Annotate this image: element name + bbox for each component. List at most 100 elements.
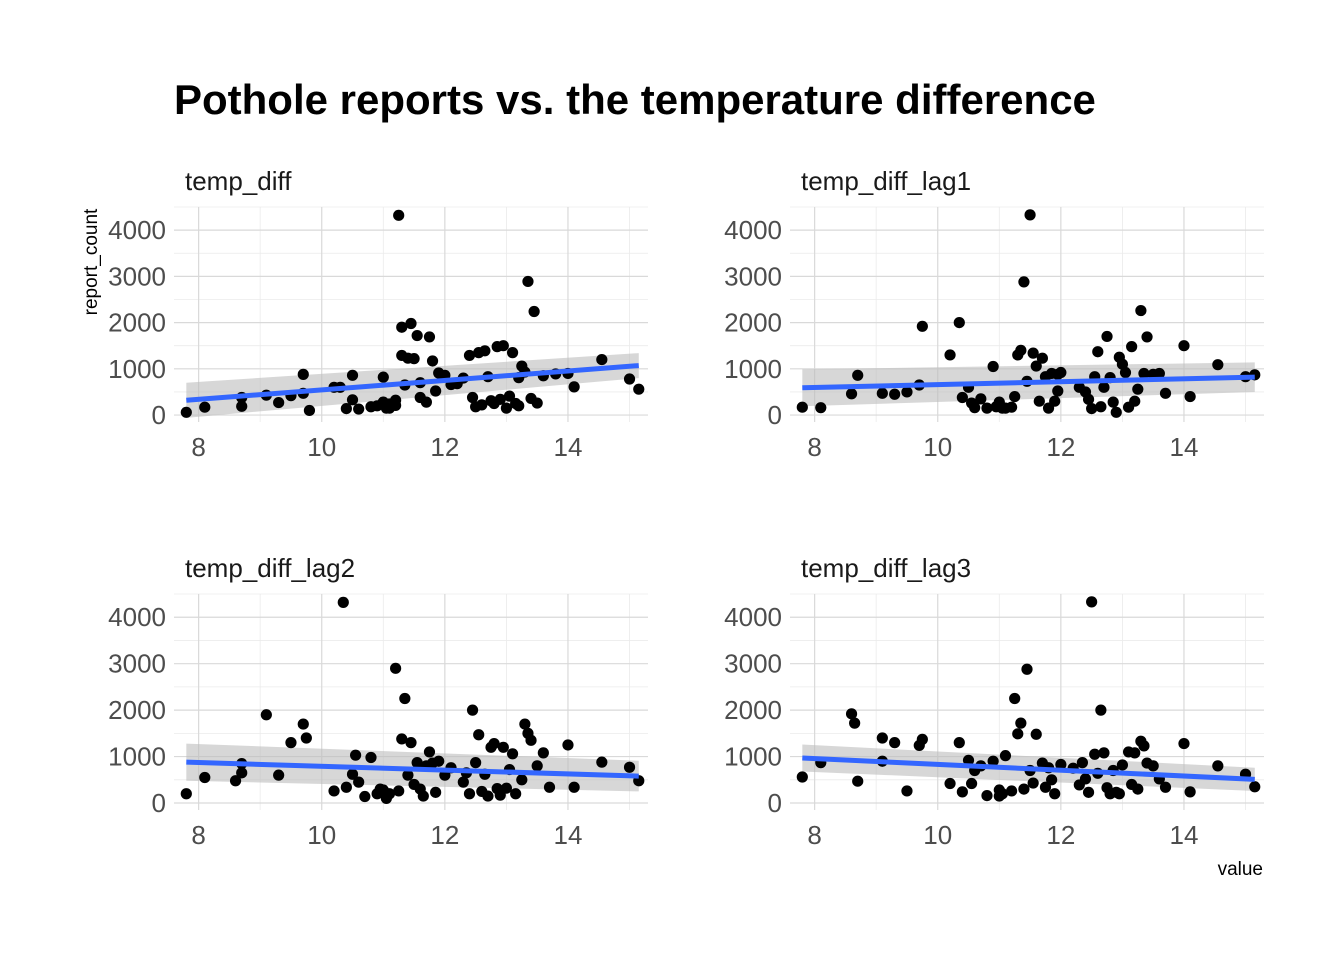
data-point [470, 757, 482, 769]
data-point [430, 786, 442, 798]
data-point [426, 355, 439, 367]
data-point [562, 739, 574, 751]
data-point [975, 393, 987, 405]
y-tick-label: 4000 [724, 215, 782, 245]
x-tick-label: 12 [430, 432, 459, 462]
data-point [1030, 728, 1042, 740]
data-point [1036, 352, 1048, 364]
data-point [531, 760, 543, 772]
data-point [497, 741, 509, 753]
data-point [303, 404, 316, 417]
data-point [519, 718, 531, 730]
data-point [537, 747, 549, 759]
facet-strip-label: temp_diff_lag2 [185, 553, 355, 583]
data-point [1249, 781, 1261, 793]
data-point [1055, 366, 1067, 379]
data-point [969, 402, 981, 414]
data-point [513, 400, 525, 412]
data-point [1147, 760, 1159, 772]
data-point [1027, 347, 1039, 359]
data-point [1030, 360, 1042, 372]
data-point [405, 317, 417, 330]
data-point [457, 776, 469, 788]
data-point [1113, 788, 1125, 800]
data-point [981, 402, 993, 414]
data-point [423, 746, 436, 758]
data-point [1212, 359, 1224, 371]
data-point [420, 396, 432, 408]
data-point [353, 776, 365, 788]
data-point [1184, 786, 1196, 798]
data-point [1046, 774, 1058, 786]
data-point [433, 755, 445, 767]
data-point [405, 737, 417, 749]
x-tick-label: 10 [307, 820, 336, 850]
x-tick-label: 10 [923, 432, 952, 462]
data-point [531, 397, 543, 409]
data-point [543, 781, 556, 793]
data-point [596, 353, 608, 366]
data-point [1033, 395, 1045, 407]
data-point [423, 331, 436, 343]
data-point [999, 750, 1012, 762]
data-point [815, 402, 827, 414]
data-point [987, 360, 999, 373]
data-point [297, 718, 309, 730]
data-point [1021, 663, 1033, 675]
data-point [236, 400, 248, 412]
data-point [956, 786, 968, 798]
data-point [1138, 740, 1150, 752]
regression-line [186, 759, 639, 779]
data-point [1082, 393, 1095, 405]
x-tick-label: 8 [807, 820, 821, 850]
data-point [390, 662, 402, 674]
data-point [1049, 395, 1061, 407]
data-point [1153, 367, 1165, 380]
data-point [1129, 747, 1141, 759]
data-point [180, 788, 192, 800]
data-point [1086, 596, 1098, 608]
data-point [463, 349, 476, 362]
regression-line [186, 363, 639, 403]
data-point [346, 394, 359, 406]
y-tick-label: 0 [768, 400, 782, 430]
data-point [623, 761, 636, 773]
data-point [987, 755, 999, 767]
data-point [1126, 341, 1138, 353]
data-point [365, 751, 377, 764]
data-point [383, 398, 396, 410]
x-tick-label: 14 [1170, 432, 1199, 462]
y-tick-label: 2000 [724, 695, 782, 725]
y-tick-label: 3000 [724, 261, 782, 291]
data-point [500, 782, 513, 794]
y-tick-label: 3000 [108, 261, 166, 291]
data-point [349, 749, 362, 761]
data-point [506, 347, 519, 359]
data-point [1095, 704, 1107, 716]
data-point [1009, 390, 1021, 403]
facet-strip-label: temp_diff_lag1 [801, 166, 971, 196]
data-point [411, 757, 423, 769]
data-point [297, 368, 309, 380]
data-point [993, 790, 1005, 802]
data-point [1006, 401, 1018, 413]
y-axis-label: report_count [81, 208, 102, 315]
data-point [1184, 390, 1196, 403]
data-point [1052, 385, 1064, 397]
x-tick-label: 14 [554, 820, 583, 850]
data-point [383, 788, 396, 800]
data-point [1039, 781, 1052, 793]
data-point [402, 769, 414, 781]
data-point [889, 737, 901, 749]
data-point [1076, 757, 1089, 769]
data-point [944, 349, 956, 361]
data-point [494, 393, 506, 405]
regression-line [802, 755, 1255, 782]
data-point [1015, 717, 1027, 729]
y-tick-label: 0 [152, 400, 166, 430]
data-point [340, 781, 352, 793]
data-point [981, 790, 993, 802]
data-point [568, 781, 580, 793]
